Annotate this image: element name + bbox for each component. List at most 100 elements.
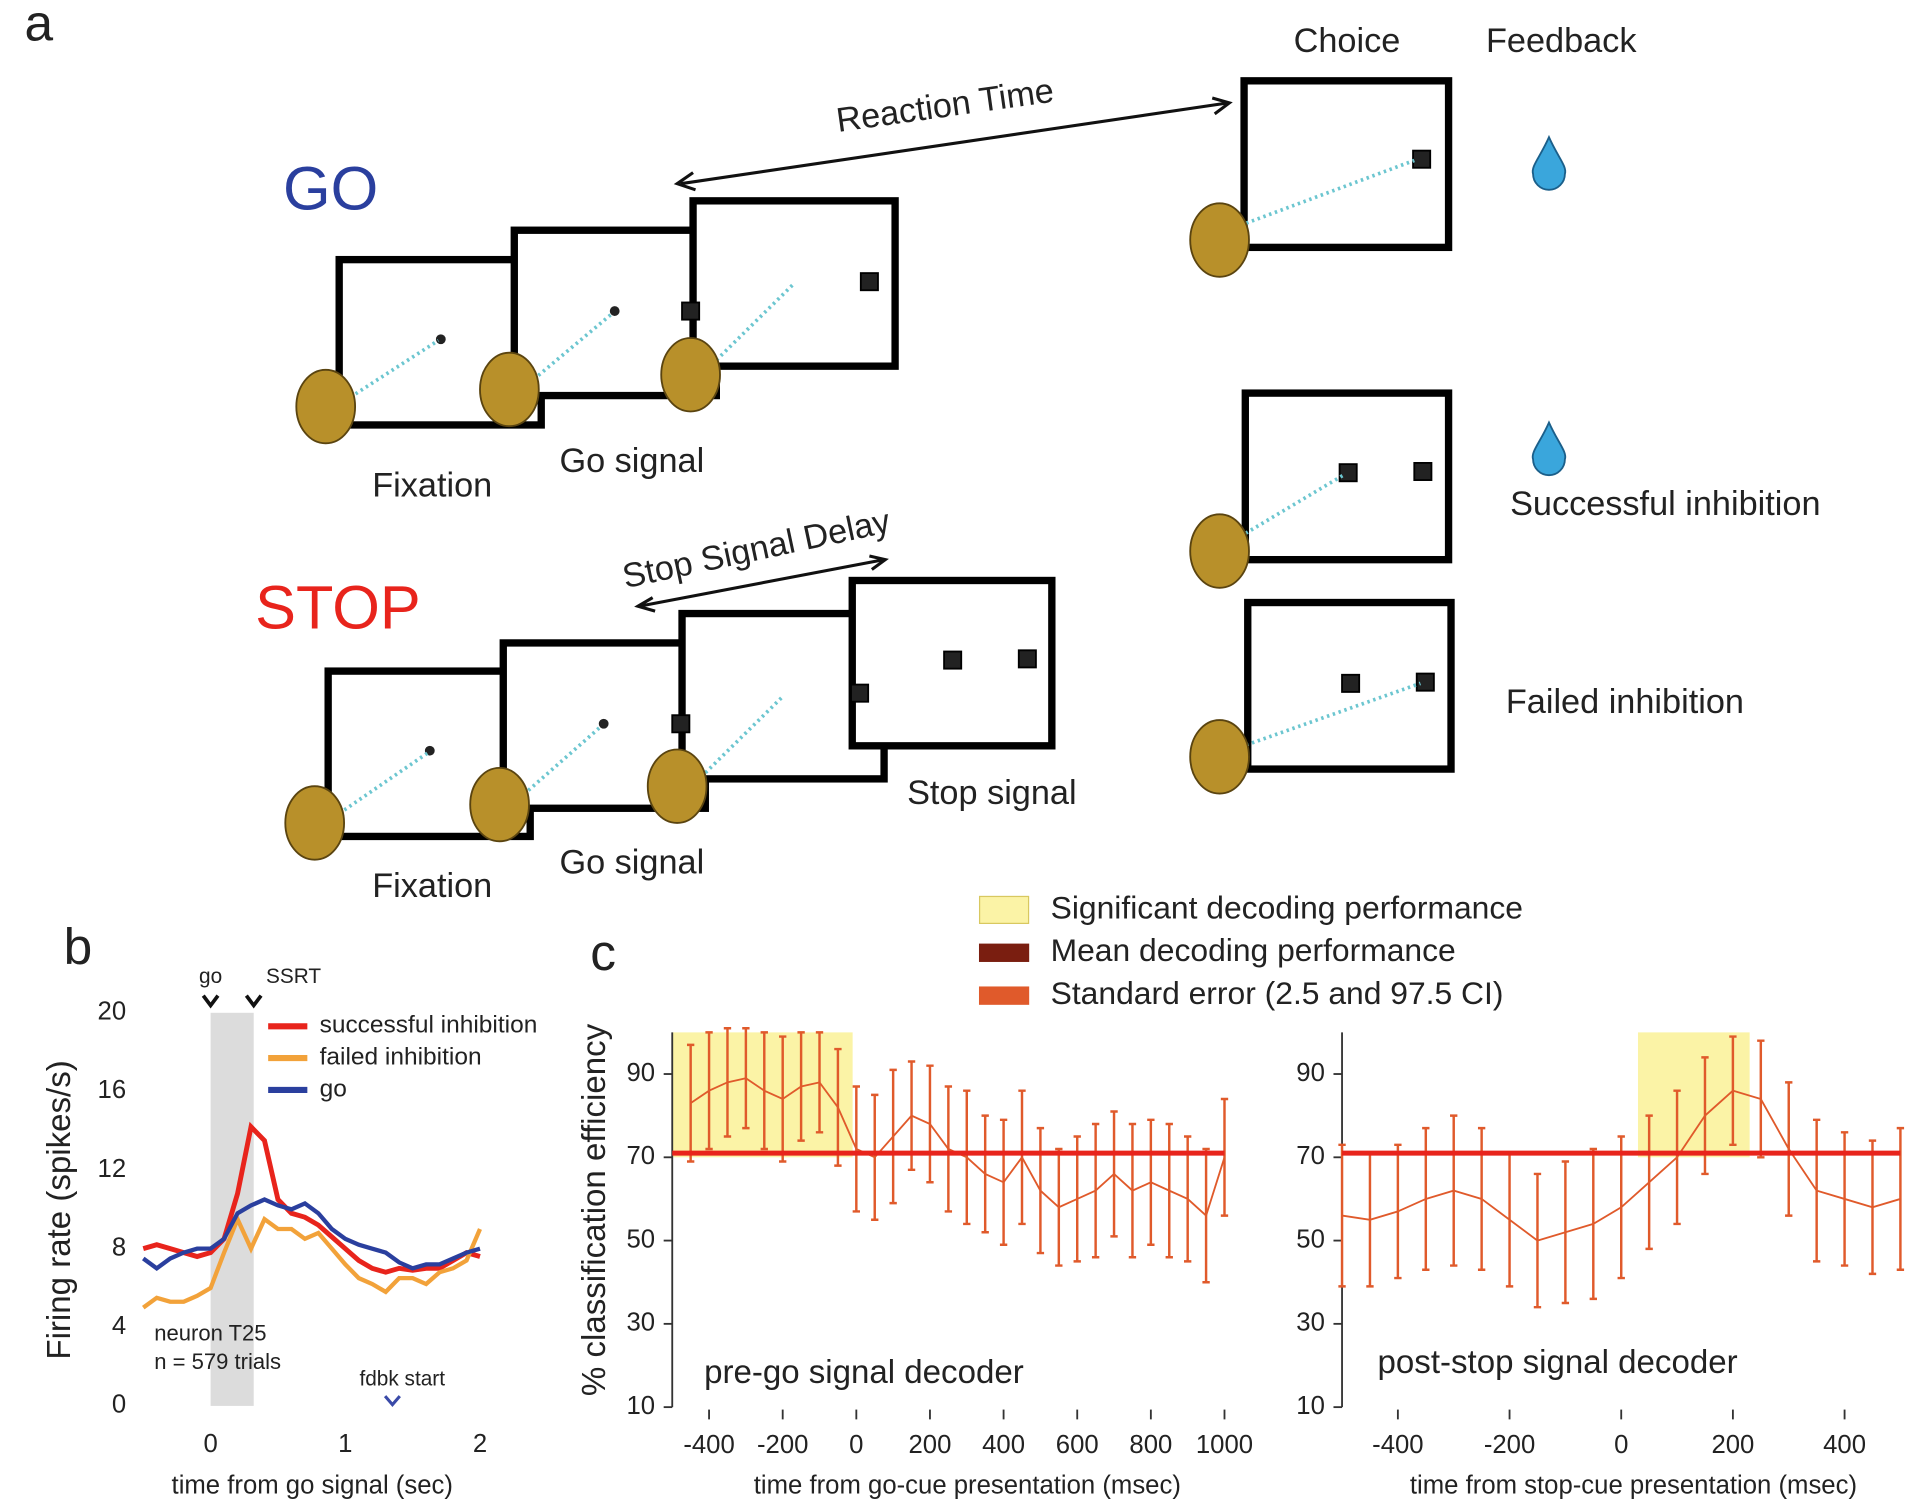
panel-label: b (64, 917, 93, 975)
x-tick-label: -400 (683, 1431, 734, 1459)
monkey (284, 513, 1250, 861)
legend-swatch (978, 986, 1030, 1005)
x-tick-label: 0 (203, 1430, 217, 1458)
legend-label: Significant decoding performance (1051, 889, 1523, 925)
gaze (333, 473, 1422, 819)
legend-label: Standard error (2.5 and 97.5 CI) (1051, 975, 1504, 1011)
x-tick-label: 200 (1711, 1431, 1754, 1459)
data-line (142, 1121, 481, 1275)
panel-a: a Choice Feedback Reaction Time GO Fixat… (24, 0, 1820, 905)
chart: c time from go-cue presentation (msec) % c… (576, 889, 1523, 1499)
target (1412, 149, 1432, 169)
marker-chevron (244, 994, 263, 1009)
target (681, 301, 701, 321)
label: GO (283, 155, 378, 223)
y-tick-label: 12 (98, 1155, 127, 1183)
x-axis-label: time from go-cue presentation (msec) (754, 1472, 1181, 1500)
fixation-dot (609, 306, 620, 316)
y-tick-label: 70 (627, 1142, 656, 1170)
y-axis-label: Firing rate (spikes/s) (41, 1060, 78, 1359)
marker-label: go (199, 965, 222, 988)
arrowhead (673, 96, 1233, 192)
y-tick-label: 70 (1296, 1142, 1325, 1170)
y-tick-label: 20 (98, 998, 127, 1026)
marker-label: fdbk start (359, 1368, 445, 1391)
label: Fixation (372, 466, 492, 504)
x-tick-label: 400 (982, 1431, 1025, 1459)
error-bar (686, 1043, 695, 1163)
x-tick-label: 600 (1056, 1431, 1099, 1459)
fixation-dot (435, 334, 446, 345)
label: Go signal (559, 442, 704, 480)
legend-label: failed inhibition (320, 1044, 482, 1071)
y-tick-label: 10 (1296, 1392, 1325, 1420)
chart: time from stop-cue presentation (msec) -4… (1296, 1032, 1905, 1500)
legend-swatch (978, 895, 1030, 925)
x-axis-label: time from go signal (sec) (172, 1472, 453, 1500)
note: neuron T25 (154, 1321, 266, 1346)
significance-region (1637, 1032, 1750, 1158)
arrow (680, 101, 1229, 186)
fixation-dot (598, 718, 609, 729)
arrow (638, 558, 885, 608)
y-tick-label: 90 (1296, 1059, 1325, 1087)
x-tick-label: 400 (1823, 1431, 1866, 1459)
panel-label: a (24, 0, 53, 52)
x-tick-label: 2 (473, 1430, 487, 1458)
x-tick-label: -400 (1372, 1431, 1423, 1459)
legend-label: Mean decoding performance (1051, 932, 1456, 968)
note: n = 579 trials (154, 1349, 281, 1374)
gaze (344, 158, 1415, 403)
y-tick-label: 90 (627, 1059, 656, 1087)
marker-chevron (201, 994, 220, 1009)
label: Choice (1294, 22, 1401, 60)
fixation-dot (424, 745, 435, 756)
y-tick-label: 50 (627, 1225, 656, 1253)
x-axis-label: time from stop-cue presentation (msec) (1410, 1472, 1857, 1500)
label: Reaction Time (834, 72, 1056, 140)
marker-label: SSRT (266, 965, 321, 988)
label: STOP (255, 573, 421, 641)
targets (671, 462, 1435, 734)
panel-label: c (590, 923, 616, 981)
monkey (295, 202, 1250, 445)
marker-chevron (383, 1395, 401, 1408)
y-tick-label: 4 (112, 1312, 126, 1340)
data-line (142, 1197, 481, 1271)
chart: b time from go signal (sec) Firing rate (s… (41, 917, 537, 1500)
x-tick-label: 800 (1129, 1431, 1172, 1459)
x-tick-label: -200 (757, 1431, 808, 1459)
water-drop (1531, 420, 1567, 477)
arrowhead (634, 554, 889, 613)
target (859, 272, 879, 292)
y-tick-label: 16 (98, 1076, 127, 1104)
label: Successful inhibition (1510, 485, 1820, 523)
y-tick-label: 10 (627, 1392, 656, 1420)
x-tick-label: 0 (1614, 1431, 1628, 1459)
label: Stop signal (907, 774, 1077, 812)
y-tick-label: 8 (112, 1233, 126, 1261)
x-tick-label: -200 (1484, 1431, 1535, 1459)
label: Go signal (559, 844, 704, 882)
data-line (142, 1213, 482, 1310)
x-tick-label: 0 (849, 1431, 863, 1459)
y-tick-label: 30 (1296, 1309, 1325, 1337)
y-tick-label: 50 (1296, 1225, 1325, 1253)
legend-label: successful inhibition (320, 1012, 538, 1039)
mean-line (1341, 1089, 1901, 1242)
x-tick-label: 200 (909, 1431, 952, 1459)
significance-region (672, 1032, 853, 1158)
label: Feedback (1486, 22, 1637, 60)
label: Fixation (372, 867, 492, 905)
water-drop (1531, 134, 1567, 191)
x-tick-label: 1000 (1196, 1431, 1253, 1459)
annotation: post-stop signal decoder (1378, 1344, 1738, 1381)
y-axis-label: % classification efficiency (576, 1023, 613, 1396)
label: Failed inhibition (1506, 683, 1744, 721)
y-tick-label: 30 (627, 1309, 656, 1337)
legend-swatch (978, 943, 1030, 962)
annotation: pre-go signal decoder (704, 1354, 1024, 1391)
x-tick-label: 1 (338, 1430, 352, 1458)
legend-label: go (320, 1075, 347, 1102)
